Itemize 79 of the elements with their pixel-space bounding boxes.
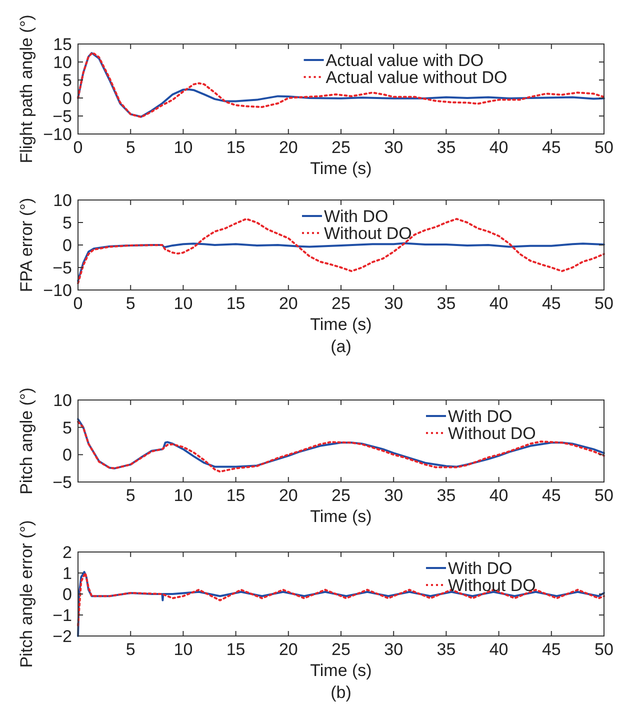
y-tick-label: 1 (62, 564, 72, 583)
legend-label: Without DO (448, 576, 536, 595)
legend-label: With DO (448, 407, 512, 426)
y-tick-label: 0 (62, 585, 72, 604)
x-tick-label: 30 (384, 294, 404, 313)
y-tick-label: −5 (52, 473, 72, 492)
x-tick-label: 20 (278, 138, 298, 157)
y-tick-label: 0 (62, 89, 72, 108)
x-tick-label: 45 (542, 294, 561, 313)
x-tick-label: 5 (126, 294, 136, 313)
x-tick-label: 45 (542, 138, 561, 157)
line-series (77, 242, 605, 282)
y-axis-title: FPA error (°) (17, 198, 36, 292)
x-tick-label: 20 (278, 486, 298, 505)
x-tick-label: 30 (384, 138, 404, 157)
x-tick-label: 35 (436, 294, 456, 313)
text: (b) (330, 683, 352, 702)
x-tick-label: 25 (332, 640, 350, 659)
x-tick-label: 20 (278, 640, 298, 659)
x-tick-label: 35 (436, 138, 456, 157)
x-tick-label: 25 (332, 294, 350, 313)
x-tick-label: 35 (436, 640, 456, 659)
y-tick-label: 10 (53, 53, 72, 72)
y-tick-label: −5 (52, 258, 72, 278)
x-tick-label: 40 (489, 640, 508, 659)
y-tick-label: 0 (62, 446, 72, 465)
x-tick-label: 10 (174, 138, 193, 157)
y-axis-title: Pitch angle error (°) (17, 520, 36, 668)
legend-label: Without DO (324, 224, 412, 243)
x-tick-label: 30 (384, 640, 404, 659)
text: (a) (330, 337, 352, 356)
x-tick-label: 5 (126, 138, 136, 157)
x-tick-label: 30 (384, 486, 404, 505)
y-tick-label: −10 (43, 125, 72, 144)
x-tick-label: 50 (594, 294, 614, 313)
x-tick-label: 50 (594, 640, 614, 659)
y-axis-title: Flight path angle (°) (17, 14, 36, 164)
x-tick-label: 40 (489, 486, 508, 505)
y-axis-title: Pitch angle (°) (17, 388, 36, 494)
legend-label: Actual value with DO (326, 51, 484, 70)
x-tick-label: 10 (174, 294, 193, 313)
x-tick-label: 40 (489, 294, 508, 313)
x-axis-title: Time (s) (310, 159, 372, 178)
x-tick-label: 45 (542, 486, 561, 505)
x-tick-label: 45 (542, 640, 561, 659)
x-tick-label: 50 (594, 138, 614, 157)
y-tick-label: 5 (62, 71, 72, 90)
x-tick-label: 5 (126, 486, 136, 505)
x-tick-label: 15 (226, 486, 246, 505)
y-tick-label: 10 (53, 391, 72, 410)
x-tick-label: 15 (226, 294, 246, 313)
x-tick-label: 25 (332, 138, 350, 157)
y-tick-label: −5 (52, 107, 72, 126)
y-tick-label: 0 (62, 236, 72, 255)
y-tick-label: −2 (52, 627, 72, 646)
x-tick-label: 40 (489, 138, 508, 157)
x-tick-label: 15 (226, 138, 246, 157)
x-tick-label: 5 (126, 640, 136, 659)
legend-label: Without DO (448, 424, 536, 443)
y-tick-label: 2 (62, 543, 72, 562)
y-tick-label: −10 (43, 281, 72, 300)
x-axis-title: Time (s) (310, 507, 372, 526)
legend-label: Actual value without DO (326, 68, 508, 87)
y-tick-label: 5 (62, 214, 72, 232)
x-tick-label: 35 (436, 486, 456, 505)
x-axis-title: Time (s) (310, 661, 372, 680)
x-tick-label: 25 (332, 486, 350, 505)
y-tick-label: −1 (52, 606, 72, 625)
x-tick-label: 10 (174, 640, 193, 659)
y-tick-label: 15 (53, 35, 72, 54)
legend-label: With DO (448, 559, 512, 578)
legend-label: With DO (324, 207, 388, 226)
x-tick-label: 10 (174, 486, 193, 505)
x-tick-label: 50 (594, 486, 614, 505)
y-tick-label: 5 (62, 418, 72, 438)
y-tick-label: 10 (53, 191, 72, 210)
x-tick-label: 15 (226, 640, 246, 659)
x-axis-title: Time (s) (310, 315, 372, 334)
x-tick-label: 20 (278, 294, 298, 313)
